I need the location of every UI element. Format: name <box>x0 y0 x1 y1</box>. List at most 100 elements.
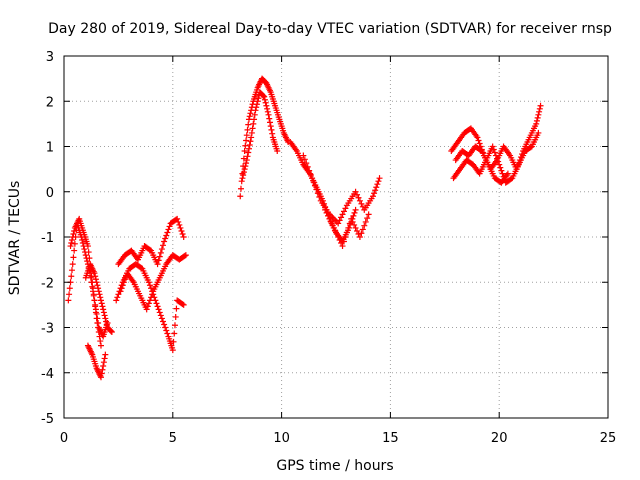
data-point <box>243 137 250 144</box>
data-point <box>101 355 108 362</box>
data-point <box>536 108 543 115</box>
data-point <box>247 138 254 145</box>
data-point <box>351 209 358 216</box>
data-point <box>248 134 255 141</box>
data-point <box>157 312 164 319</box>
data-point <box>102 315 109 322</box>
data-point <box>306 167 313 174</box>
data-point <box>70 254 77 261</box>
data-point <box>245 149 252 156</box>
data-point <box>98 370 105 377</box>
data-point <box>250 120 257 127</box>
data-point <box>490 146 497 153</box>
data-point <box>243 132 250 139</box>
data-point <box>498 167 505 174</box>
data-point <box>97 342 104 349</box>
data-point <box>533 117 540 124</box>
data-point <box>71 240 78 247</box>
data-point <box>329 221 336 228</box>
data-point <box>98 300 105 307</box>
data-point <box>93 315 100 322</box>
data-point <box>358 230 365 237</box>
data-point <box>307 171 314 178</box>
data-point <box>152 297 159 304</box>
data-point <box>358 200 365 207</box>
data-point <box>313 186 320 193</box>
data-point <box>364 215 371 222</box>
series-track-c <box>82 261 115 336</box>
data-point <box>67 243 74 250</box>
data-point <box>103 318 110 325</box>
data-point <box>361 222 368 229</box>
data-point <box>146 246 153 253</box>
data-point <box>66 285 73 292</box>
y-tick-label: -1 <box>41 231 54 246</box>
data-point <box>120 279 127 286</box>
series-track-d <box>84 342 109 381</box>
data-point <box>309 175 316 182</box>
data-point <box>352 188 359 195</box>
data-point <box>359 203 366 210</box>
data-point <box>68 237 75 244</box>
data-point <box>477 147 484 154</box>
data-point <box>241 148 248 155</box>
data-point <box>352 206 359 213</box>
data-point <box>356 234 363 240</box>
data-point <box>327 218 334 225</box>
series-track-o <box>452 143 511 186</box>
data-point <box>85 249 92 256</box>
data-point <box>172 313 179 320</box>
data-point <box>68 273 75 280</box>
series-track-h <box>237 75 292 200</box>
data-point <box>494 155 501 162</box>
data-point <box>79 237 86 244</box>
data-point <box>84 258 91 265</box>
data-point <box>95 329 102 336</box>
data-point <box>99 366 106 373</box>
data-point <box>261 93 268 100</box>
data-point <box>340 208 347 215</box>
data-point <box>375 178 382 185</box>
data-point <box>326 215 333 222</box>
data-point <box>263 102 270 109</box>
data-point <box>182 252 189 259</box>
data-point <box>365 211 372 218</box>
data-point <box>343 229 350 236</box>
data-point <box>354 191 361 198</box>
x-tick-label: 5 <box>169 431 177 446</box>
data-point <box>246 113 253 120</box>
data-point <box>163 327 170 334</box>
data-point <box>332 227 339 234</box>
data-point <box>100 306 107 313</box>
data-point <box>243 160 250 167</box>
y-tick-label: 0 <box>46 186 54 201</box>
data-point <box>79 240 86 247</box>
y-tick-label: -5 <box>41 412 54 427</box>
data-point <box>476 140 483 147</box>
data-point <box>158 315 165 322</box>
data-point <box>310 178 317 185</box>
series-track-i <box>239 89 281 182</box>
data-point <box>103 321 110 328</box>
data-point <box>156 253 163 260</box>
data-point <box>157 249 164 256</box>
data-point <box>92 273 99 280</box>
data-point <box>336 237 343 244</box>
data-point <box>537 102 544 109</box>
data-point <box>374 181 381 188</box>
data-points <box>65 75 544 381</box>
data-point <box>100 359 107 366</box>
data-point <box>97 297 104 304</box>
data-point <box>169 347 176 354</box>
data-point <box>97 294 104 301</box>
data-point <box>146 282 153 289</box>
x-axis-label: GPS time / hours <box>276 458 393 474</box>
data-point <box>96 333 103 340</box>
data-point <box>162 235 169 242</box>
data-point <box>251 111 258 118</box>
data-point <box>71 227 78 234</box>
data-point <box>246 141 253 148</box>
data-point <box>154 303 161 310</box>
data-point <box>160 242 167 249</box>
data-point <box>164 229 171 236</box>
